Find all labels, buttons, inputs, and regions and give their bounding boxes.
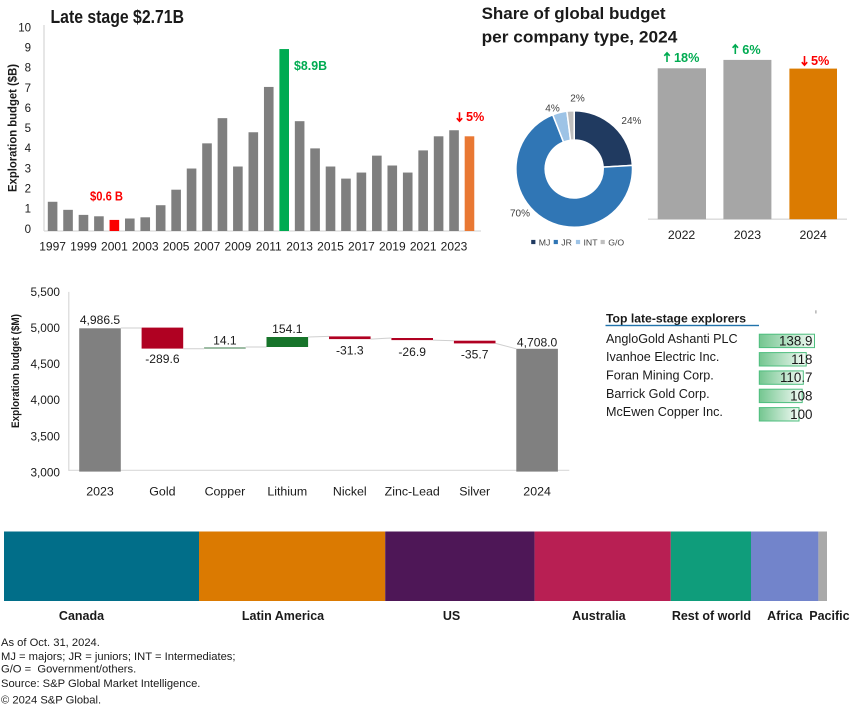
svg-text:0: 0 bbox=[25, 224, 31, 236]
svg-text:Foran Mining Corp.: Foran Mining Corp. bbox=[606, 369, 714, 383]
svg-text:4,500: 4,500 bbox=[30, 357, 60, 371]
svg-text:2017: 2017 bbox=[348, 240, 375, 254]
svg-text:Late stage $2.71B: Late stage $2.71B bbox=[51, 7, 185, 27]
svg-text:-35.7: -35.7 bbox=[461, 348, 489, 362]
svg-text:2019: 2019 bbox=[379, 240, 406, 254]
svg-text:3,000: 3,000 bbox=[30, 465, 60, 479]
svg-text:2021: 2021 bbox=[410, 240, 437, 254]
svg-text:6: 6 bbox=[25, 103, 31, 115]
svg-text:$0.6 B: $0.6 B bbox=[90, 190, 123, 204]
svg-text:2023: 2023 bbox=[86, 485, 114, 499]
svg-text:2007: 2007 bbox=[194, 240, 221, 254]
svg-text:1: 1 bbox=[25, 204, 31, 216]
svg-text:1997: 1997 bbox=[39, 240, 66, 254]
svg-text:Lithium: Lithium bbox=[267, 485, 307, 499]
svg-text:per company type, 2024: per company type, 2024 bbox=[482, 29, 678, 47]
svg-text:5%: 5% bbox=[466, 110, 484, 124]
svg-text:© 2024 S&P Global.: © 2024 S&P Global. bbox=[1, 695, 101, 707]
svg-text:2003: 2003 bbox=[132, 240, 159, 254]
svg-text:14.1: 14.1 bbox=[213, 334, 237, 348]
svg-text:Latin America: Latin America bbox=[242, 609, 325, 623]
svg-text:Share of global budget: Share of global budget bbox=[482, 5, 667, 23]
svg-text:2011: 2011 bbox=[256, 240, 282, 254]
svg-text:108: 108 bbox=[790, 389, 812, 404]
svg-text:2: 2 bbox=[25, 184, 31, 196]
svg-text:154.1: 154.1 bbox=[272, 322, 303, 336]
svg-text:Zinc-Lead: Zinc-Lead bbox=[385, 485, 440, 499]
svg-text:G/O: G/O bbox=[608, 237, 624, 247]
svg-text:-26.9: -26.9 bbox=[398, 345, 426, 359]
svg-text:2005: 2005 bbox=[163, 240, 190, 254]
svg-text:8: 8 bbox=[25, 63, 31, 75]
svg-text:McEwen Copper Inc.: McEwen Copper Inc. bbox=[606, 405, 723, 419]
svg-text:24%: 24% bbox=[621, 116, 641, 127]
svg-text:Pacific: Pacific bbox=[809, 609, 849, 623]
svg-text:Exploration budget ($B): Exploration budget ($B) bbox=[5, 64, 19, 192]
svg-text:4,708.0: 4,708.0 bbox=[517, 336, 558, 350]
svg-text:2023: 2023 bbox=[441, 240, 468, 254]
svg-text:Australia: Australia bbox=[572, 609, 627, 623]
svg-text:As of Oct. 31, 2024.: As of Oct. 31, 2024. bbox=[1, 637, 100, 649]
svg-text:2024: 2024 bbox=[523, 485, 551, 499]
svg-text:Top late-stage explorers: Top late-stage explorers bbox=[606, 312, 746, 326]
svg-text:Rest of world: Rest of world bbox=[672, 609, 751, 623]
svg-text:4,986.5: 4,986.5 bbox=[80, 313, 121, 327]
svg-text:7: 7 bbox=[25, 83, 31, 95]
svg-text:2013: 2013 bbox=[286, 240, 313, 254]
svg-text:$8.9B: $8.9B bbox=[294, 59, 327, 73]
svg-text:Copper: Copper bbox=[205, 485, 246, 499]
svg-text:10: 10 bbox=[18, 22, 31, 34]
svg-text:Nickel: Nickel bbox=[333, 485, 367, 499]
svg-text:2022: 2022 bbox=[668, 228, 696, 242]
svg-text:MJ = majors; JR = juniors; INT: MJ = majors; JR = juniors; INT = Interme… bbox=[1, 651, 236, 663]
svg-text:5: 5 bbox=[25, 123, 31, 135]
svg-text:JR: JR bbox=[561, 237, 572, 247]
svg-text:4: 4 bbox=[25, 143, 32, 155]
svg-text:Silver: Silver bbox=[459, 485, 490, 499]
svg-text:5,000: 5,000 bbox=[30, 321, 60, 335]
svg-text:Gold: Gold bbox=[149, 485, 175, 499]
svg-text:118: 118 bbox=[791, 352, 812, 367]
svg-text:Source: S&P Global Market Inte: Source: S&P Global Market Intelligence. bbox=[1, 678, 200, 690]
svg-text:2001: 2001 bbox=[101, 240, 128, 254]
svg-text:9: 9 bbox=[25, 43, 31, 55]
svg-text:2015: 2015 bbox=[317, 240, 344, 254]
svg-text:4,000: 4,000 bbox=[30, 393, 60, 407]
svg-text:MJ: MJ bbox=[539, 237, 551, 247]
svg-text:AngloGold Ashanti PLC: AngloGold Ashanti PLC bbox=[606, 332, 738, 346]
svg-text:G/O = Government/others.: G/O = Government/others. bbox=[1, 664, 136, 676]
svg-text:1999: 1999 bbox=[70, 240, 97, 254]
svg-text:110.7: 110.7 bbox=[780, 370, 813, 385]
svg-text:18%: 18% bbox=[674, 51, 699, 65]
svg-text:US: US bbox=[443, 609, 460, 623]
svg-text:100: 100 bbox=[790, 407, 812, 422]
svg-text:Africa: Africa bbox=[767, 609, 803, 623]
svg-text:2%: 2% bbox=[570, 94, 585, 105]
svg-text:5,500: 5,500 bbox=[30, 285, 60, 299]
svg-text:INT: INT bbox=[584, 237, 599, 247]
svg-text:-289.6: -289.6 bbox=[145, 352, 180, 366]
svg-text:5%: 5% bbox=[811, 54, 829, 68]
svg-text:-31.3: -31.3 bbox=[336, 344, 364, 358]
svg-text:Barrick Gold Corp.: Barrick Gold Corp. bbox=[606, 387, 710, 401]
svg-text:3,500: 3,500 bbox=[30, 429, 60, 443]
svg-text:70%: 70% bbox=[510, 209, 530, 220]
svg-text:3: 3 bbox=[25, 163, 31, 175]
svg-text:2024: 2024 bbox=[800, 228, 828, 242]
svg-text:Ivanhoe Electric Inc.: Ivanhoe Electric Inc. bbox=[606, 350, 719, 364]
svg-text:6%: 6% bbox=[742, 43, 760, 57]
svg-text:2009: 2009 bbox=[225, 240, 252, 254]
svg-text:4%: 4% bbox=[545, 104, 560, 115]
svg-text:Exploration budget ($M): Exploration budget ($M) bbox=[10, 314, 22, 428]
svg-text:Canada: Canada bbox=[59, 609, 105, 623]
svg-text:2023: 2023 bbox=[734, 228, 762, 242]
svg-text:138.9: 138.9 bbox=[779, 333, 813, 348]
